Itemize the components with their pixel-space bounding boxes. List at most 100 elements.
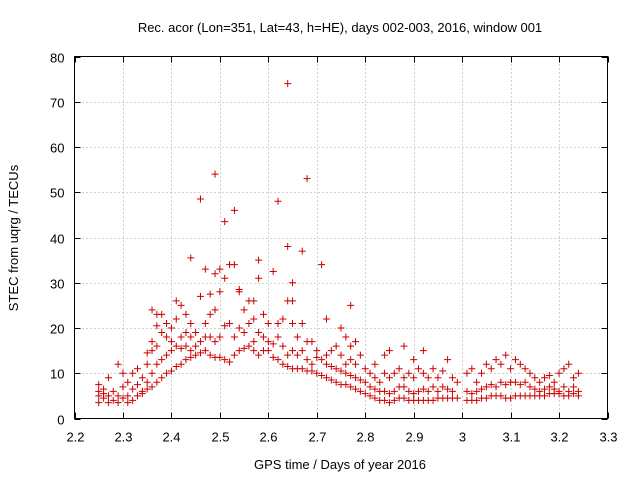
x-tick-label: 2.5 xyxy=(211,430,229,445)
data-point xyxy=(158,374,166,382)
data-point xyxy=(371,394,379,402)
data-point xyxy=(255,351,263,359)
data-point xyxy=(264,319,272,327)
data-point xyxy=(497,378,505,386)
data-point xyxy=(415,365,423,373)
data-point xyxy=(153,342,161,350)
data-point xyxy=(376,378,384,386)
data-point xyxy=(221,274,229,282)
data-point xyxy=(482,383,490,391)
data-point xyxy=(158,310,166,318)
data-point xyxy=(337,351,345,359)
data-point xyxy=(453,378,461,386)
data-point xyxy=(308,360,316,368)
data-point xyxy=(201,347,209,355)
data-point xyxy=(303,175,311,183)
data-point xyxy=(250,297,258,305)
data-point xyxy=(352,374,360,382)
data-point xyxy=(196,292,204,300)
data-point xyxy=(322,374,330,382)
data-point xyxy=(434,374,442,382)
data-point xyxy=(463,369,471,377)
data-point xyxy=(211,270,219,278)
data-point xyxy=(478,385,486,393)
data-point xyxy=(250,347,258,355)
data-point xyxy=(274,356,282,364)
data-point xyxy=(177,360,185,368)
data-point xyxy=(400,383,408,391)
data-point xyxy=(381,387,389,395)
data-point xyxy=(415,387,423,395)
data-point xyxy=(109,396,117,404)
data-point xyxy=(167,367,175,375)
data-point xyxy=(124,378,132,386)
data-point xyxy=(114,360,122,368)
ticks-layer: 2.2 2.3 2.4 2.5 2.6 2.7 2.8 2.9 3 3.1 3.2 3.3 0 10 20 3… xyxy=(50,51,618,445)
data-point xyxy=(342,333,350,341)
data-point xyxy=(318,356,326,364)
data-point xyxy=(163,351,171,359)
data-point xyxy=(163,369,171,377)
data-point xyxy=(240,306,248,314)
data-point xyxy=(371,360,379,368)
data-point xyxy=(565,387,573,395)
data-point xyxy=(201,319,209,327)
data-point xyxy=(395,365,403,373)
data-point xyxy=(468,390,476,398)
data-point xyxy=(211,170,219,178)
data-point xyxy=(129,396,137,404)
data-point xyxy=(148,338,156,346)
data-point xyxy=(187,319,195,327)
data-point xyxy=(274,319,282,327)
data-point xyxy=(419,385,427,393)
data-point xyxy=(570,383,578,391)
data-point xyxy=(526,383,534,391)
data-point xyxy=(497,360,505,368)
data-point xyxy=(444,385,452,393)
data-point xyxy=(187,347,195,355)
data-point xyxy=(148,383,156,391)
data-point xyxy=(550,378,558,386)
data-point xyxy=(318,372,326,380)
data-point xyxy=(550,385,558,393)
data-point xyxy=(487,381,495,389)
data-point xyxy=(211,306,219,314)
data-point xyxy=(347,356,355,364)
data-point xyxy=(255,256,263,264)
data-point xyxy=(269,340,277,348)
data-point xyxy=(182,310,190,318)
data-point xyxy=(172,315,180,323)
data-point xyxy=(269,267,277,275)
data-point xyxy=(167,324,175,332)
data-point xyxy=(356,387,364,395)
data-point xyxy=(342,369,350,377)
data-point xyxy=(230,351,238,359)
data-point xyxy=(337,324,345,332)
data-point xyxy=(216,265,224,273)
data-point xyxy=(298,347,306,355)
data-point xyxy=(206,351,214,359)
data-point xyxy=(463,387,471,395)
data-point xyxy=(478,369,486,377)
data-point xyxy=(361,378,369,386)
data-point xyxy=(293,351,301,359)
data-point xyxy=(250,315,258,323)
data-point xyxy=(541,374,549,382)
data-point xyxy=(172,362,180,370)
data-point xyxy=(405,369,413,377)
data-point xyxy=(385,374,393,382)
data-point xyxy=(332,342,340,350)
x-tick-label: 2.6 xyxy=(259,430,277,445)
data-point xyxy=(177,344,185,352)
data-point xyxy=(269,353,277,361)
data-point xyxy=(221,322,229,330)
data-point xyxy=(104,399,112,407)
data-point xyxy=(400,342,408,350)
data-point xyxy=(574,369,582,377)
data-point xyxy=(555,369,563,377)
data-point xyxy=(565,360,573,368)
data-point xyxy=(511,356,519,364)
data-point xyxy=(279,360,287,368)
data-point xyxy=(531,385,539,393)
